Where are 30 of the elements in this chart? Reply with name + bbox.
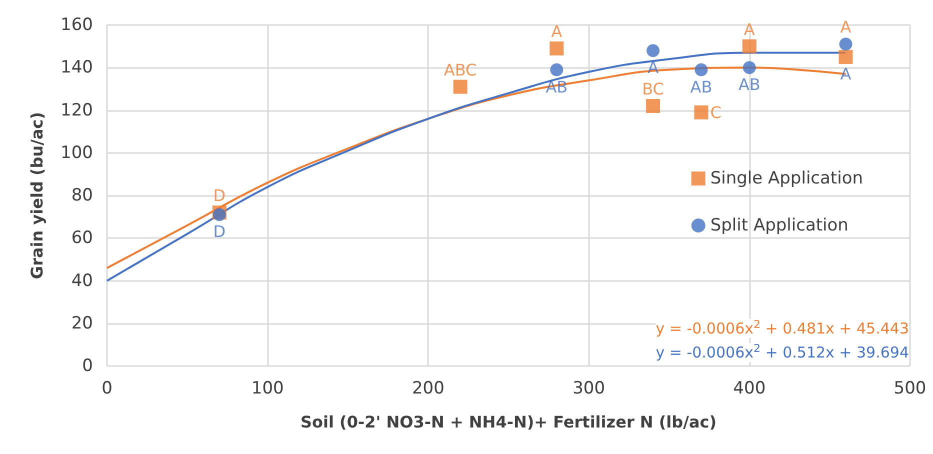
annotation: AB <box>690 77 712 96</box>
y-tick-label: 120 <box>60 100 93 120</box>
y-tick-label: 140 <box>60 58 93 78</box>
y-tick-label: 60 <box>71 228 93 248</box>
y-tick-label: 0 <box>82 356 93 376</box>
legend-label: Single Application <box>710 168 864 188</box>
annotation: AB <box>738 75 760 94</box>
x-tick-label: 100 <box>251 378 284 398</box>
y-tick-label: 80 <box>71 186 93 206</box>
x-tick-label: 300 <box>572 378 606 398</box>
y-tick-label: 20 <box>71 313 93 334</box>
x-tick-label: 200 <box>412 378 444 398</box>
annotation: ABC <box>444 60 477 80</box>
x-tick-label: 500 <box>894 378 926 398</box>
annotation: A <box>744 20 755 39</box>
y-tick-label: 160 <box>60 15 93 35</box>
x-tick-label: 0 <box>102 378 112 398</box>
annotation: C <box>710 102 722 122</box>
annotation: A <box>551 22 562 41</box>
annotation: D <box>213 222 226 242</box>
annotation: A <box>840 18 852 37</box>
legend-label: Split Application <box>710 216 848 236</box>
y-axis-title: Grain yield (bu/ac) <box>28 112 46 280</box>
annotation: D <box>213 186 226 206</box>
annotation: A <box>840 64 852 84</box>
x-tick-label: 400 <box>733 378 766 398</box>
y-tick-label: 40 <box>71 270 93 291</box>
annotation: BC <box>642 79 664 98</box>
x-axis-title: Soil (0-2' NO3-N + NH4-N)+ Fertilizer N (lb/ac) <box>300 412 717 432</box>
y-tick-label: 100 <box>60 142 93 163</box>
